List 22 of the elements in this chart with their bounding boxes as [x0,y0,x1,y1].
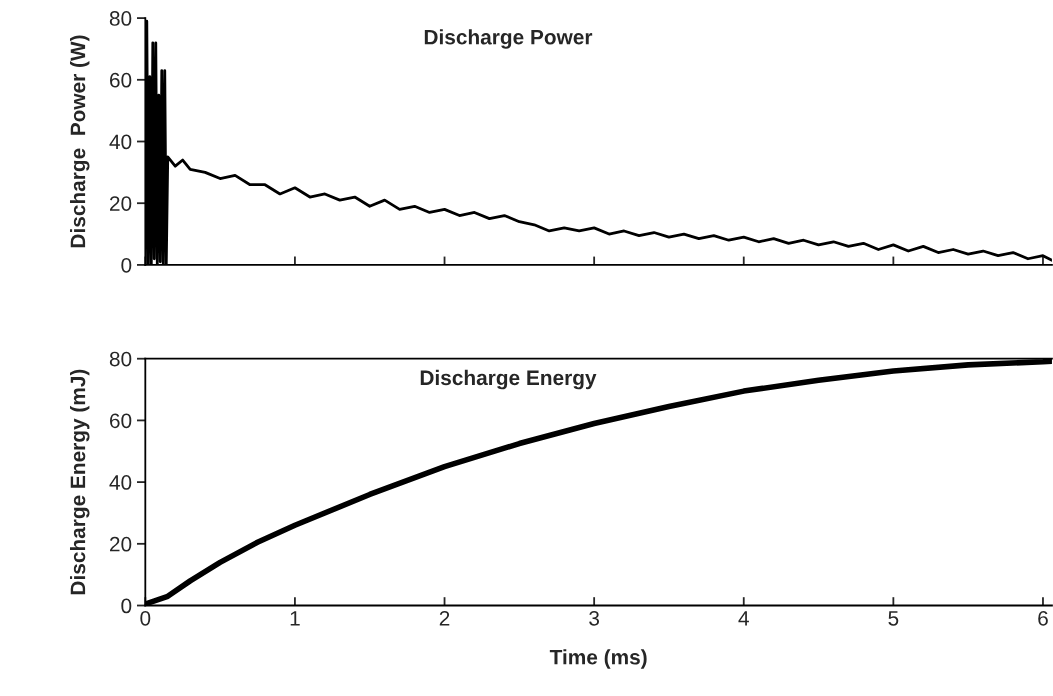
y-tick-label: 20 [110,536,132,552]
x-tick-label: 1 [290,611,300,626]
x-axis-title: Time (ms) [549,649,647,669]
x-tick-label: 0 [140,610,151,626]
y-tick-label: 40 [109,134,132,150]
x-tick-label: 4 [738,611,749,626]
y-axis-title: Discharge Power (W) [69,35,90,248]
y-tick-label: 60 [110,413,132,429]
x-tick-label: 3 [589,610,600,626]
x-tick-label: 6 [1038,610,1048,626]
y-tick-label: 40 [109,475,132,490]
y-tick-label: 0 [121,598,132,614]
y-tick-label: 60 [110,72,132,88]
y-tick-label: 80 [109,351,132,367]
x-tick-label: 5 [888,611,899,626]
y-tick-label: 80 [109,11,132,26]
y-tick-label: 0 [121,257,132,273]
y-axis-title: Discharge Energy (mJ) [69,369,90,595]
text: Discharge Power [424,29,593,49]
text: Discharge Energy [420,369,597,390]
y-tick-label: 20 [110,196,132,211]
x-tick-label: 2 [439,610,450,626]
